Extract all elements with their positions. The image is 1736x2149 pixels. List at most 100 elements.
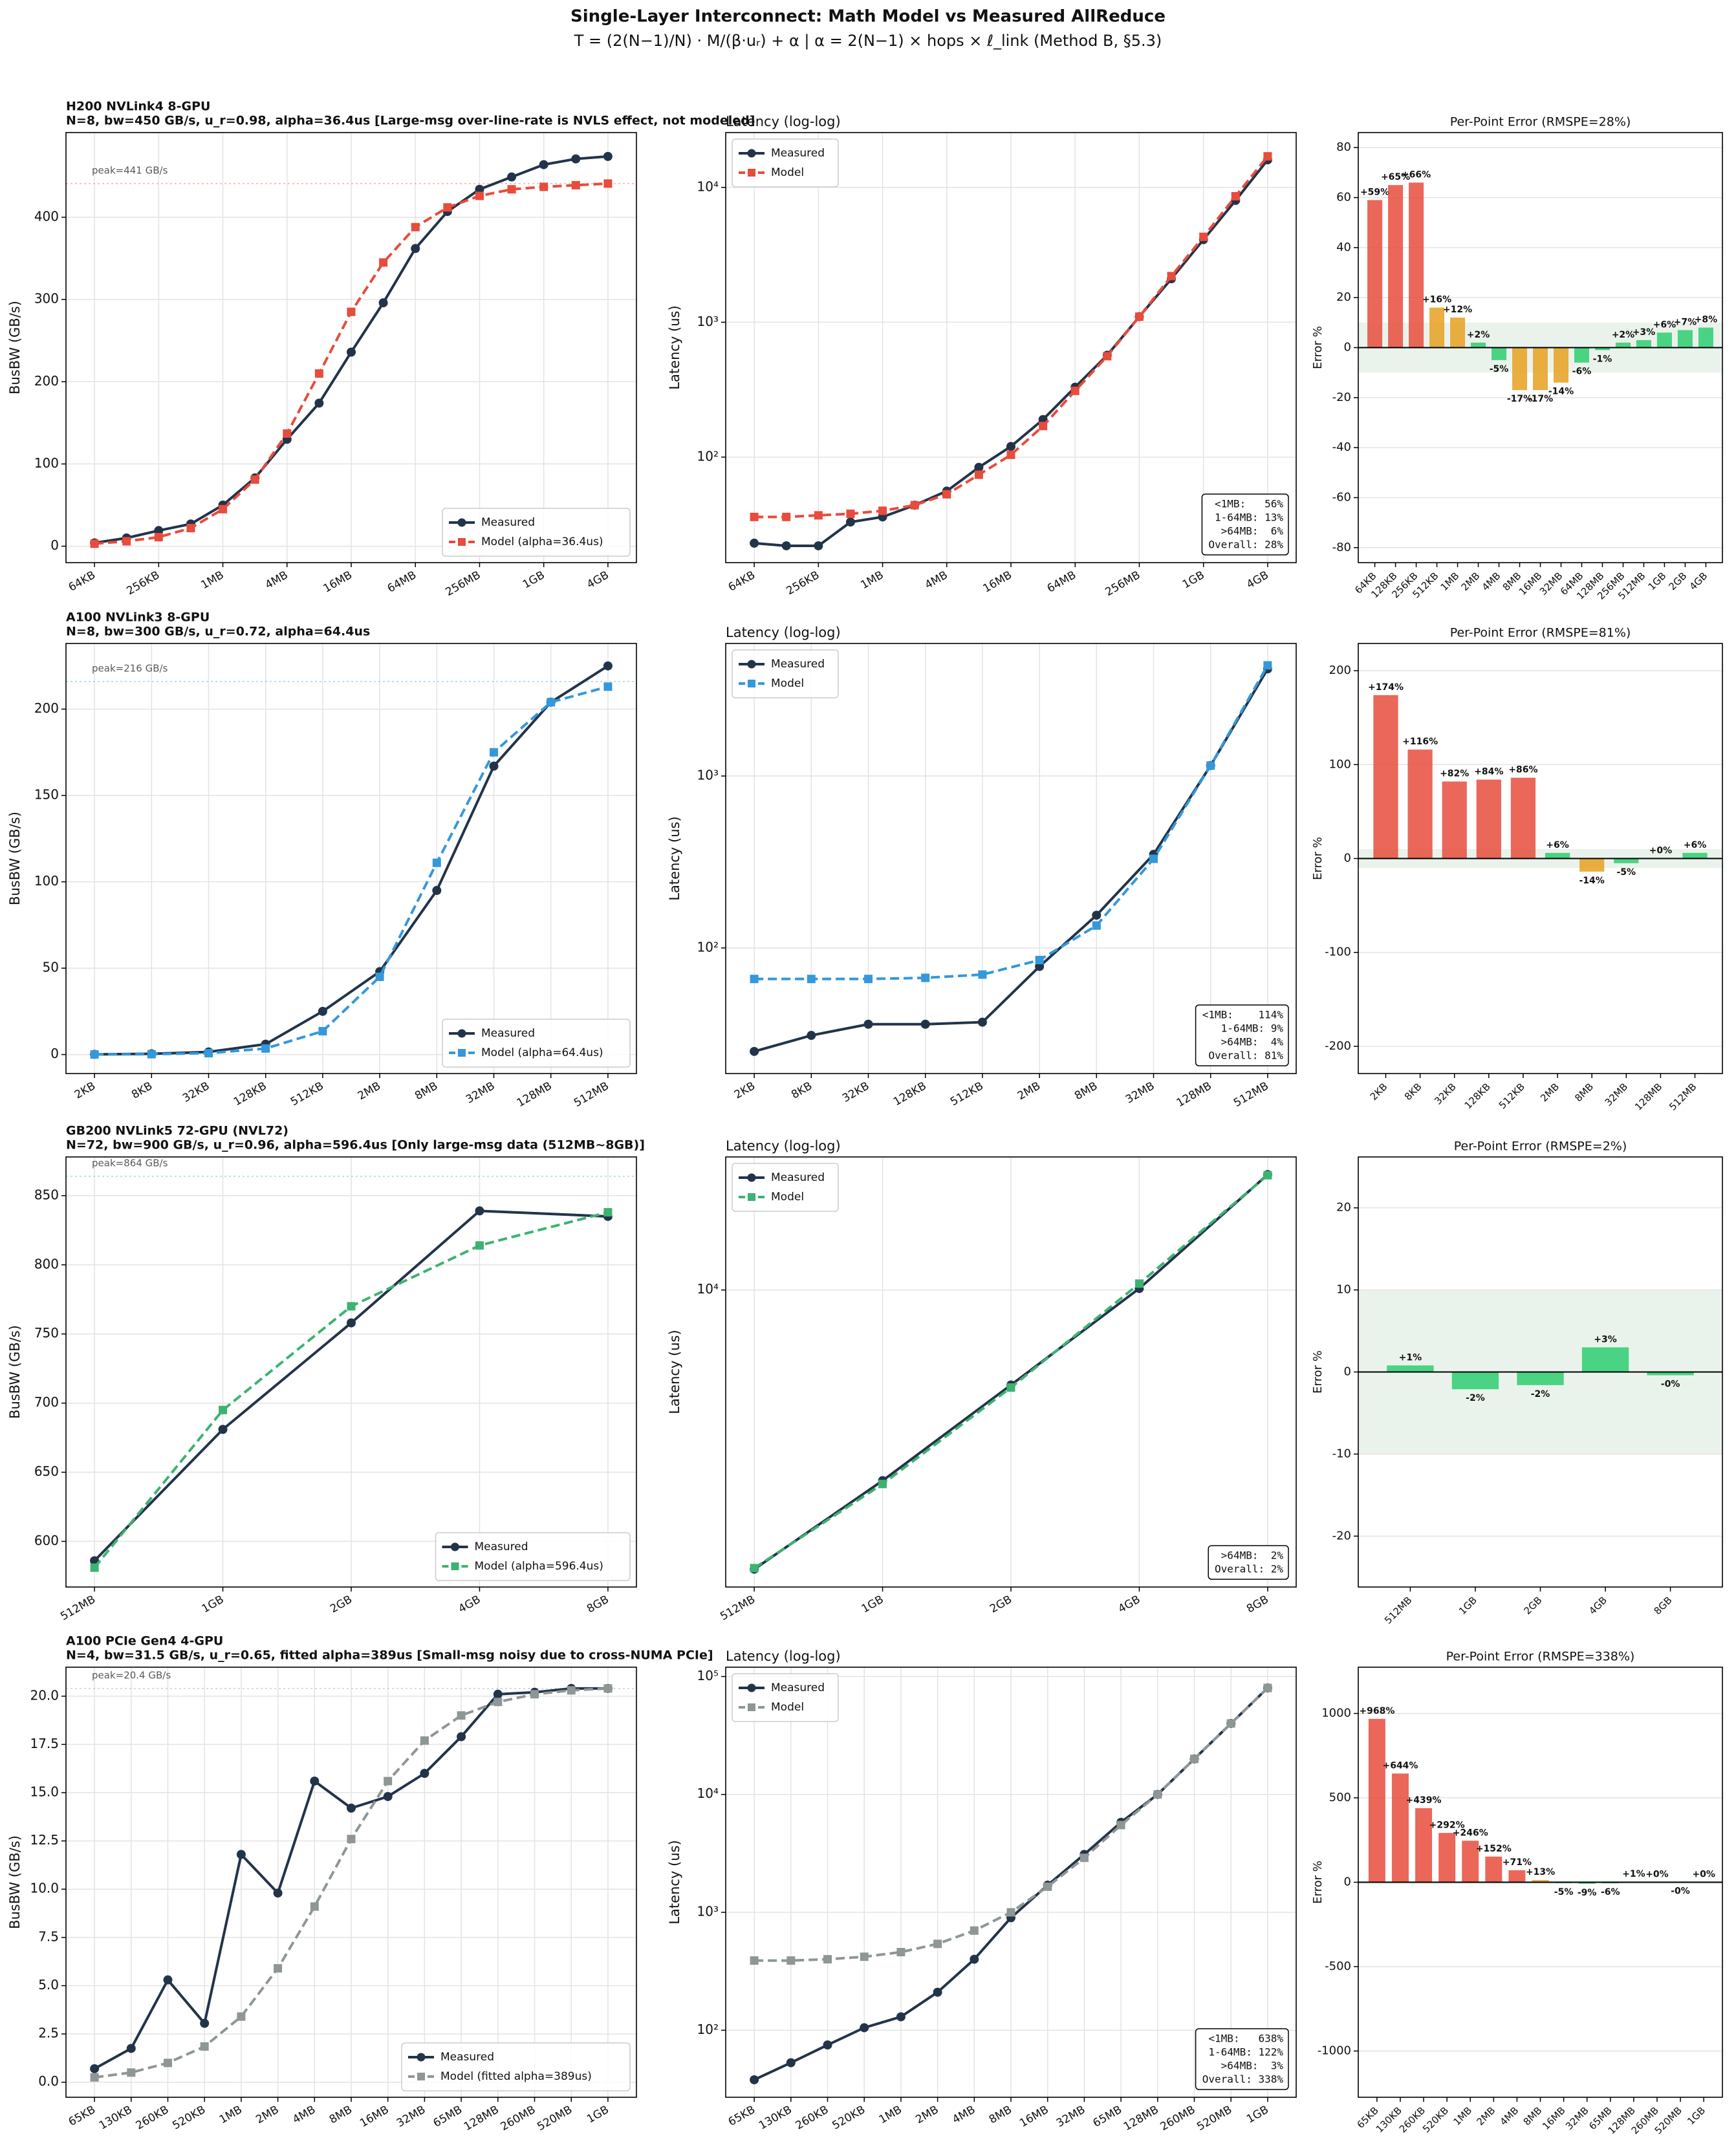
marker <box>571 180 580 189</box>
legend-marker <box>457 518 466 527</box>
marker <box>603 1208 613 1217</box>
x-tick-label: 1GB <box>200 1593 226 1615</box>
x-tick-label: 64MB <box>1045 568 1079 595</box>
y-tick-label: 850 <box>34 1187 59 1202</box>
marker <box>782 512 791 521</box>
x-tick-label: 4MB <box>1498 2104 1521 2128</box>
bar <box>1510 777 1536 859</box>
marker <box>750 1564 759 1573</box>
stats-line: 1-64MB: 122% <box>1202 2046 1284 2058</box>
marker <box>384 1776 393 1786</box>
legend-box <box>442 1019 631 1068</box>
marker <box>787 1956 796 1965</box>
x-tick-label: 32MB <box>1054 2103 1088 2130</box>
x-tick-label: 128KB <box>1462 1081 1493 1111</box>
marker <box>347 1302 356 1311</box>
x-tick-label: 32MB <box>1603 1081 1631 1108</box>
legend-marker <box>748 1193 755 1201</box>
marker <box>1006 1908 1015 1917</box>
x-tick-label: 128MB <box>1175 1079 1214 1110</box>
x-tick-label: 65MB <box>431 2103 465 2130</box>
x-tick-label: 512KB <box>288 1079 326 1108</box>
y-tick-label: 200 <box>34 373 59 389</box>
marker <box>383 1791 393 1801</box>
x-tick-label: 260KB <box>134 2103 171 2132</box>
marker <box>845 517 855 527</box>
y-tick-label: 0.0 <box>38 2073 59 2089</box>
marker <box>1199 232 1208 241</box>
x-tick-label: 4MB <box>290 2103 318 2126</box>
axes-frame <box>1358 1667 1723 2098</box>
marker <box>200 2018 210 2028</box>
marker <box>475 191 484 200</box>
marker <box>807 975 816 984</box>
marker <box>420 1736 429 1745</box>
axes-frame <box>725 1667 1297 2098</box>
marker <box>347 347 356 357</box>
marker <box>571 154 581 164</box>
x-tick-label: 16MB <box>358 2103 391 2130</box>
marker <box>603 151 613 161</box>
marker <box>1134 312 1144 321</box>
marker <box>860 2023 869 2033</box>
marker <box>603 179 613 188</box>
y-tick-label: 150 <box>34 787 59 803</box>
marker <box>1103 352 1112 361</box>
panel-subtitle: N=8, bw=450 GB/s, u_r=0.98, alpha=36.4us… <box>66 114 755 128</box>
marker <box>375 972 384 981</box>
x-tick-label: 1GB <box>1457 1594 1479 1617</box>
marker <box>1263 1171 1272 1180</box>
panel-title: GB200 NVLink5 72-GPU (NVL72) <box>66 1124 288 1138</box>
marker <box>420 1769 429 1778</box>
figure-subtitle: T = (2(N−1)/N) · M/(β·uᵣ) + α | α = 2(N−… <box>574 32 1162 50</box>
marker <box>90 539 99 548</box>
stats-box <box>1195 1004 1289 1066</box>
bar <box>1545 852 1570 859</box>
legend-label: Model <box>771 1701 804 1714</box>
x-tick-label: 4GB <box>1587 1594 1609 1617</box>
stats-line: <1MB: 638% <box>1208 2033 1283 2045</box>
bar-value-label: +152% <box>1476 1844 1512 1854</box>
bar <box>1450 318 1466 348</box>
marker <box>1092 921 1101 930</box>
x-tick-label: 16MB <box>981 568 1014 595</box>
x-tick-label: 4MB <box>950 2103 977 2126</box>
x-tick-label: 4GB <box>1116 1593 1143 1615</box>
bar-value-label: +292% <box>1429 1820 1465 1830</box>
marker <box>475 184 484 194</box>
marker <box>942 490 951 499</box>
y-tick-label: 0 <box>1344 341 1351 354</box>
x-tick-label: 512MB <box>58 1593 98 1623</box>
legend-label: Measured <box>771 658 825 671</box>
y-axis-label: Latency (us) <box>667 1840 682 1924</box>
bar <box>1451 1372 1499 1390</box>
marker <box>347 307 356 316</box>
y-tick-label: 17.5 <box>30 1736 59 1751</box>
marker <box>878 506 887 515</box>
legend-box <box>732 649 839 698</box>
marker <box>896 2012 906 2022</box>
x-tick-label: 32KB <box>180 1079 212 1105</box>
legend-label: Measured <box>771 147 825 160</box>
y-tick-label: 10 <box>1336 1283 1351 1297</box>
legend-marker <box>458 1049 466 1057</box>
stats-box <box>1195 2028 1289 2090</box>
y-tick-label: 2.5 <box>38 2025 59 2041</box>
y-tick-label: 400 <box>34 208 59 224</box>
panel-title: A100 PCIe Gen4 4-GPU <box>66 1634 223 1648</box>
bar <box>1615 342 1631 348</box>
y-tick-label: 200 <box>34 700 59 716</box>
marker <box>1167 272 1176 281</box>
y-tick-label: 650 <box>34 1463 59 1479</box>
marker <box>1070 386 1080 395</box>
marker <box>878 1480 887 1489</box>
bar-value-label: +968% <box>1359 1706 1394 1716</box>
panel-title: Latency (log-log) <box>726 625 841 640</box>
x-tick-label: 8GB <box>585 1593 611 1615</box>
x-tick-label: 4MB <box>923 568 950 592</box>
y-tick-label: 1000 <box>1321 1707 1351 1720</box>
panel-title: Per-Point Error (RMSPE=28%) <box>1450 115 1631 129</box>
marker <box>494 1698 503 1707</box>
legend-label: Model (fitted alpha=389us) <box>440 2070 592 2083</box>
x-tick-label: 512KB <box>1497 1081 1527 1111</box>
